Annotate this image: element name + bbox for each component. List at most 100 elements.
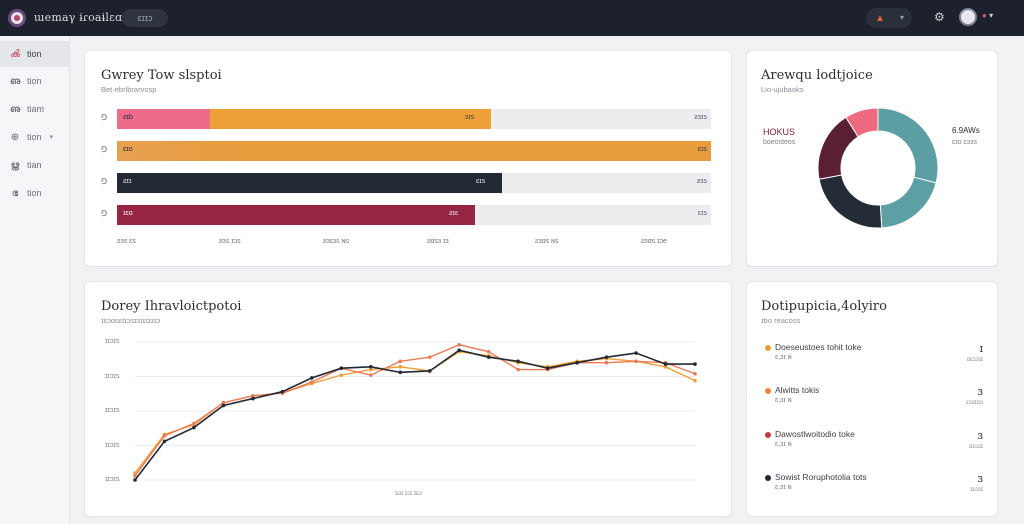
data-point[interactable] — [457, 348, 462, 353]
donut-slice[interactable] — [818, 174, 883, 229]
gear-icon[interactable]: ⚙ — [934, 10, 945, 24]
data-point[interactable] — [339, 366, 344, 371]
notifications-button[interactable]: ▲ ▾ — [866, 8, 912, 28]
info-icon: ⅁ — [101, 145, 108, 154]
data-point[interactable] — [368, 365, 373, 369]
data-point[interactable] — [133, 478, 137, 482]
data-point[interactable] — [545, 366, 550, 371]
data-point[interactable] — [339, 373, 344, 377]
link-icon: ഭ — [11, 187, 19, 199]
data-point[interactable] — [251, 394, 255, 398]
data-point[interactable] — [398, 365, 403, 369]
folder-icon: ഌ — [9, 103, 21, 115]
sidebar-item-4[interactable]: ⊕ tion ▾ — [0, 124, 70, 150]
donut-legend-right-sub: ɛɪo ɛɔɜs — [952, 139, 977, 146]
activity-item[interactable]: Alwitts tokis ɛ,ɜɪ ɴ ɜ ɛɔɜɪɑɔ — [747, 385, 999, 419]
data-point[interactable] — [604, 355, 609, 359]
flame-icon: ▲ — [875, 13, 885, 24]
sidebar-item-label: tiam — [27, 104, 45, 114]
data-point[interactable] — [457, 342, 462, 347]
data-point[interactable] — [663, 362, 668, 366]
activity-item[interactable]: Doeseustoes tohit toke ɛ,ɜɪ ɴ ɪ ɑɛɪɔɜɪ — [747, 342, 999, 376]
sidebar-item-5[interactable]: ൠ tian — [0, 152, 70, 178]
sidebar-item-6[interactable]: ഭ tion — [0, 180, 70, 206]
data-point[interactable] — [575, 360, 579, 365]
bar-track: ƨɪb ɜɪs ƨɜɪs — [117, 109, 711, 129]
data-point[interactable] — [427, 355, 432, 359]
data-point[interactable] — [693, 362, 697, 366]
data-point[interactable] — [634, 359, 638, 364]
data-point[interactable] — [162, 439, 167, 444]
x-tick-label: ƨɜɑs ɪɔe — [641, 238, 667, 245]
avatar[interactable] — [959, 8, 977, 26]
data-point[interactable] — [693, 371, 697, 376]
sidebar-item-label: tion — [27, 188, 42, 198]
data-point[interactable] — [192, 421, 196, 426]
data-point[interactable] — [663, 365, 668, 369]
activity-item[interactable]: Sowist Roruphotolia tots ɛ,ɜɪ ɴ ɜ ɪɛɔɜɪ — [747, 472, 999, 506]
info-icon: ⅁ — [101, 209, 108, 218]
data-point[interactable] — [486, 355, 491, 359]
data-point[interactable] — [486, 349, 491, 354]
donut-slice[interactable] — [845, 107, 879, 138]
activity-subtitle: ɛ,ɜɪ ɴ — [775, 354, 792, 361]
activity-item[interactable]: Dawostlwoitodio toke ɛ,ɜɪ ɴ ɜ ɑɛɔɜɪ — [747, 429, 999, 463]
data-point[interactable] — [310, 380, 314, 384]
top-bar: ɯemaγ ɨɾoaɨlɛɑtw: ɛɪɪɔ ▲ ▾ ⚙ ● ▾ — [0, 0, 1024, 36]
x-tick-label: ƨɜs ɛs — [117, 238, 136, 245]
bar-total: ƨɜɪs — [694, 114, 707, 121]
data-point[interactable] — [604, 360, 609, 365]
y-tick-label: ɪɪɔɪs — [105, 338, 120, 345]
activity-title: Sowist Roruphotolia tots — [775, 472, 867, 482]
info-icon: ⅁ — [101, 177, 108, 186]
sidebar-item-1[interactable]: ൿ tion — [0, 41, 70, 67]
data-point[interactable] — [133, 474, 137, 478]
bar-row[interactable]: ⅁ ɛɪo ɛɪs — [101, 141, 713, 161]
donut-chart — [817, 107, 939, 229]
donut-slice[interactable] — [879, 176, 937, 229]
donut-slice[interactable] — [877, 107, 939, 184]
data-point[interactable] — [427, 369, 432, 373]
data-point[interactable] — [693, 378, 697, 383]
data-point[interactable] — [221, 400, 226, 405]
data-point[interactable] — [516, 367, 520, 372]
sidebar-item-3[interactable]: ഌ tiam — [0, 96, 70, 122]
data-point[interactable] — [516, 359, 520, 364]
bar-row[interactable]: ⅁ ƨɪɪ ɛɪs ƨɜs — [101, 173, 713, 193]
data-point[interactable] — [280, 389, 285, 394]
app-title: ɯemaγ ɨɾoaɨlɛɑtw: — [34, 11, 141, 24]
data-point[interactable] — [251, 396, 255, 401]
data-point[interactable] — [368, 373, 373, 377]
data-point[interactable] — [398, 359, 403, 364]
bar-row[interactable]: ⅁ ɪɛɑ ƨɪɛ ɛɪs — [101, 205, 713, 225]
data-point[interactable] — [368, 367, 373, 372]
x-tick-label: ƨɜs ɪɔs — [219, 238, 241, 245]
status-dot — [765, 475, 771, 481]
avatar-menu-button[interactable]: ● ▾ — [982, 11, 994, 20]
donut-legend-right-title: 6.9AWs — [952, 126, 980, 135]
card-subtitle: ɪbo reacoss — [761, 316, 801, 325]
activity-meta: ɛɔɜɪɑɔ — [966, 400, 983, 406]
bar-total: ɛɪs — [697, 146, 707, 153]
bar-row[interactable]: ⅁ ƨɪb ɜɪs ƨɜɪs — [101, 109, 713, 129]
activity-count: ɜ — [977, 429, 983, 442]
document-icon: ഌ — [9, 75, 21, 87]
card-subtitle: Bet·ebrlbrarvosp — [101, 85, 157, 94]
data-point[interactable] — [221, 403, 226, 408]
activity-meta: ɑɛɔɜɪ — [969, 444, 983, 450]
activity-card: Dotipupicia,4olyiro ɪbo reacoss Doeseust… — [746, 281, 998, 517]
data-point[interactable] — [398, 370, 403, 375]
card-title: Dorey Ihravloictpotoi — [101, 299, 242, 314]
bar-track: ɛɪo ɛɪs — [117, 141, 711, 161]
data-point[interactable] — [192, 425, 196, 430]
data-point[interactable] — [634, 351, 638, 355]
bar-segment — [117, 173, 502, 193]
data-point[interactable] — [162, 434, 167, 438]
bar-segment — [117, 205, 475, 225]
data-point[interactable] — [310, 376, 314, 380]
bar-segment — [210, 109, 491, 129]
app-logo-icon[interactable] — [8, 9, 26, 27]
sidebar-item-2[interactable]: ഌ tion — [0, 68, 70, 94]
bar-label: ɪɛɑ — [123, 210, 133, 217]
workspace-pill[interactable]: ɛɪɪɔ — [122, 9, 168, 27]
